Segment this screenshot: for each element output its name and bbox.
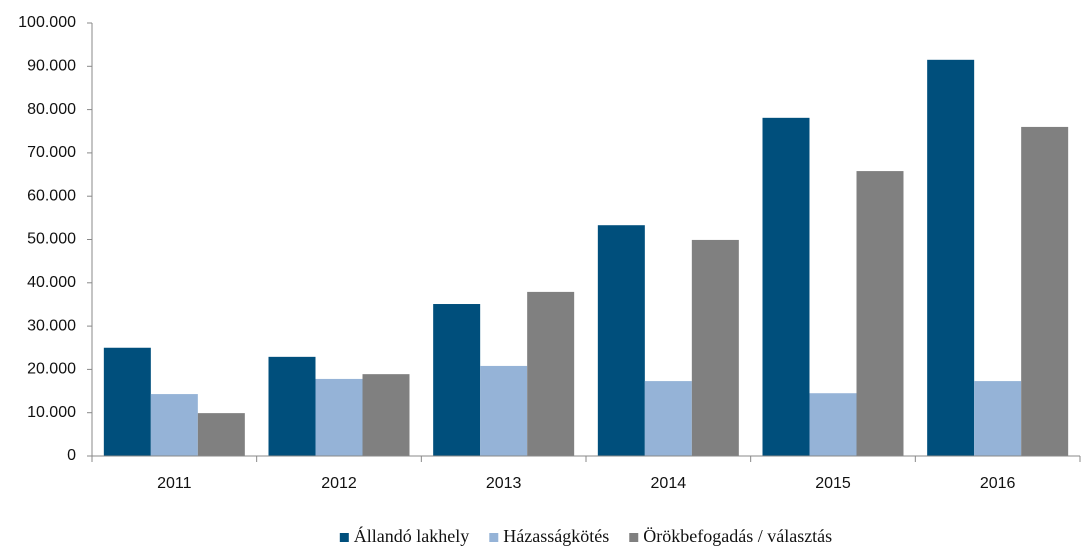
bar (691, 239, 739, 456)
y-tick-label: 30.000 (27, 317, 76, 334)
bar (433, 304, 481, 456)
legend-swatch (629, 533, 639, 542)
x-tick-label: 2013 (486, 475, 522, 492)
legend-label: Örökbefogadás / választás (643, 526, 832, 546)
bar (644, 381, 692, 456)
x-tick-label: 2012 (321, 475, 357, 492)
legend-label: Házasságkötés (503, 526, 609, 546)
bar (315, 378, 363, 456)
y-tick-label: 10.000 (27, 404, 76, 421)
y-tick-label: 100.000 (18, 14, 76, 31)
bar (527, 291, 575, 456)
x-tick-label: 2015 (815, 475, 851, 492)
legend-label: Állandó lakhely (354, 525, 469, 546)
bar (103, 347, 151, 456)
bar (974, 381, 1022, 456)
x-tick-label: 2011 (157, 475, 192, 492)
y-tick-label: 90.000 (27, 58, 76, 75)
y-tick-label: 40.000 (27, 274, 76, 291)
bar (1021, 126, 1069, 457)
bar (809, 393, 857, 456)
bar (362, 374, 410, 456)
bar (197, 413, 245, 456)
y-tick-label: 20.000 (27, 361, 76, 378)
y-tick-label: 70.000 (27, 144, 76, 161)
legend-swatch (489, 533, 499, 542)
bar (856, 171, 904, 456)
bar (927, 59, 975, 457)
y-tick-label: 0 (67, 447, 76, 464)
legend-swatch (339, 533, 349, 542)
x-tick-label: 2014 (651, 475, 687, 492)
bar (268, 356, 316, 456)
y-tick-label: 80.000 (27, 101, 76, 118)
y-tick-label: 50.000 (27, 231, 76, 248)
bar (597, 225, 645, 456)
x-tick-label: 2016 (980, 475, 1016, 492)
bar (150, 394, 198, 456)
bar (480, 365, 528, 456)
bar (762, 117, 810, 457)
y-tick-label: 60.000 (27, 187, 76, 204)
